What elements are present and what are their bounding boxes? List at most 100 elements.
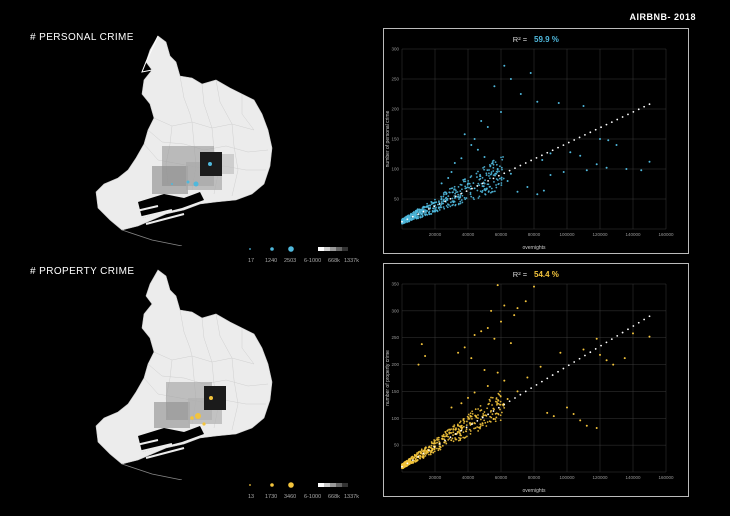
x-tick-label: 120000 bbox=[592, 475, 608, 480]
scatter-point bbox=[497, 413, 500, 416]
trend-dot bbox=[616, 118, 619, 121]
scatter-point bbox=[460, 425, 463, 427]
scatter-point bbox=[461, 194, 464, 197]
scatter-point bbox=[411, 455, 414, 458]
scatter-point bbox=[413, 218, 415, 220]
scatter-point bbox=[408, 463, 410, 466]
scatter-point bbox=[640, 169, 643, 172]
scatter-point bbox=[495, 172, 498, 175]
scatter-point bbox=[446, 203, 449, 206]
scatter-point bbox=[430, 203, 433, 206]
scatter-point bbox=[569, 151, 572, 154]
x-tick-label: 160000 bbox=[658, 232, 674, 237]
scatter-point bbox=[495, 178, 498, 180]
trend-dot bbox=[540, 380, 543, 383]
x-tick-label: 20000 bbox=[429, 475, 442, 480]
scatter-point bbox=[450, 171, 453, 173]
legend-dot-large bbox=[288, 246, 294, 252]
trend-dot bbox=[637, 321, 640, 324]
scatter-point bbox=[416, 459, 419, 462]
scatter-point bbox=[457, 185, 460, 188]
scatter-point bbox=[463, 133, 466, 136]
scatter-point bbox=[492, 417, 495, 420]
scatter-point bbox=[513, 314, 516, 317]
scatter-point bbox=[498, 177, 501, 180]
scatter-point bbox=[461, 201, 464, 204]
scatter-point bbox=[492, 166, 495, 169]
trend-dot bbox=[584, 354, 586, 357]
trend-dot bbox=[562, 144, 565, 147]
trend-dot bbox=[551, 149, 554, 152]
scatter-point bbox=[477, 414, 479, 416]
scatter-point bbox=[464, 436, 467, 439]
scatter-point bbox=[466, 420, 468, 423]
scatter-point bbox=[478, 184, 481, 187]
scatter-point bbox=[454, 428, 457, 431]
legend-grad-2 bbox=[324, 483, 330, 487]
scatter-point bbox=[460, 199, 463, 201]
trend-dot bbox=[514, 167, 516, 170]
scatter-point bbox=[479, 427, 481, 430]
scatter-point bbox=[471, 412, 474, 415]
scatter-point bbox=[403, 220, 406, 222]
scatter-point bbox=[424, 446, 427, 449]
scatter-point bbox=[480, 120, 483, 122]
scatter-point bbox=[436, 210, 439, 213]
scatter-point bbox=[509, 78, 512, 80]
scatter-point bbox=[452, 203, 454, 206]
scatter-point bbox=[431, 210, 434, 213]
scatter-point bbox=[428, 445, 431, 448]
scatter-point bbox=[414, 216, 417, 219]
scatter-point bbox=[469, 412, 472, 415]
trend-dot bbox=[433, 446, 436, 448]
scatter-point bbox=[471, 410, 474, 413]
legend-label-small: 17 bbox=[248, 258, 255, 264]
scatter-point bbox=[418, 209, 421, 212]
scatter-point bbox=[404, 219, 407, 222]
scatter-point bbox=[477, 408, 480, 410]
scatter-point bbox=[459, 420, 462, 423]
scatter-point bbox=[490, 172, 493, 175]
scatter-point bbox=[463, 422, 465, 424]
scatter-point bbox=[485, 188, 488, 191]
scatter-point bbox=[486, 126, 489, 128]
scatter-point bbox=[483, 168, 486, 171]
x-tick-label: 40000 bbox=[462, 475, 475, 480]
scatter-point bbox=[463, 180, 465, 183]
legend-label-small: 13 bbox=[248, 494, 255, 500]
scatter-point bbox=[473, 334, 476, 337]
chart-title-prefix: R² = bbox=[513, 35, 528, 44]
x-tick-label: 140000 bbox=[625, 232, 641, 237]
scatter-point bbox=[456, 191, 459, 193]
legend-label-large: 2503 bbox=[284, 258, 297, 264]
y-tick-label: 200 bbox=[391, 107, 399, 112]
scatter-point bbox=[447, 439, 450, 441]
scatter-point bbox=[489, 400, 491, 402]
trend-dot bbox=[605, 123, 608, 126]
trend-dot bbox=[406, 462, 409, 465]
scatter-point bbox=[485, 414, 488, 417]
trend-dot bbox=[524, 162, 527, 164]
scatter-point bbox=[464, 185, 467, 188]
scatter-point bbox=[473, 138, 476, 140]
trend-dot bbox=[557, 370, 559, 373]
scatter-point bbox=[426, 202, 429, 205]
scatter-point bbox=[466, 183, 469, 186]
scatter-point bbox=[582, 348, 585, 351]
scatter-point bbox=[451, 191, 454, 194]
scatter-point bbox=[445, 198, 448, 201]
trend-dot bbox=[546, 151, 549, 154]
scatter-point bbox=[432, 207, 435, 210]
scatter-point bbox=[494, 174, 496, 177]
scatter-point bbox=[488, 169, 490, 171]
trend-dot bbox=[411, 215, 414, 218]
scatter-point bbox=[404, 461, 407, 464]
scatter-point bbox=[473, 427, 475, 430]
scatter-point bbox=[491, 162, 494, 164]
x-tick-label: 160000 bbox=[658, 475, 674, 480]
trend-dot bbox=[454, 195, 457, 198]
x-tick-label: 100000 bbox=[559, 475, 575, 480]
scatter-point bbox=[473, 421, 476, 424]
scatter-point bbox=[480, 424, 482, 426]
chart-title-value: 54.4 % bbox=[534, 270, 559, 279]
